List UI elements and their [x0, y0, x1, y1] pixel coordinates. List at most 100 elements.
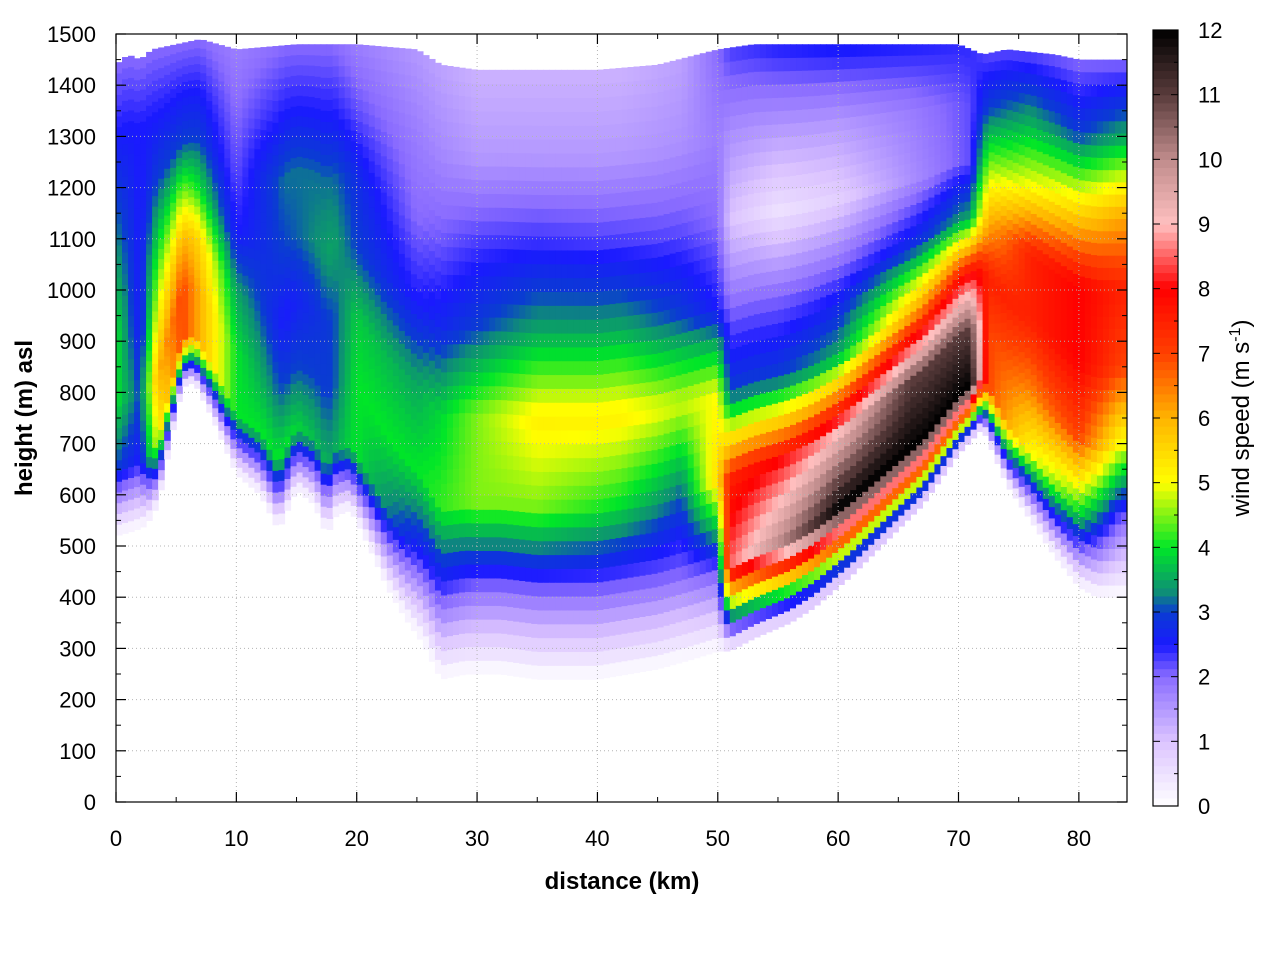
field-cell [465, 68, 472, 83]
field-cell [428, 182, 436, 197]
field-cell [591, 222, 599, 237]
field-cell [585, 208, 593, 223]
field-cell [314, 470, 322, 482]
field-cell [657, 324, 665, 340]
field-cell [434, 229, 442, 244]
field-cell [212, 138, 219, 149]
field-cell [477, 577, 484, 593]
field-cell [176, 92, 183, 102]
field-cell [567, 582, 574, 597]
field-cell [735, 73, 743, 88]
field-cell [735, 346, 743, 361]
field-cell [272, 122, 280, 134]
field-cell [501, 248, 508, 263]
field-cell [639, 410, 647, 425]
field-cell [392, 236, 400, 250]
field-cell [471, 577, 478, 593]
field-cell [164, 365, 171, 376]
field-cell [567, 568, 574, 583]
field-cell [218, 54, 225, 64]
field-cell [224, 56, 231, 66]
field-cell [633, 658, 641, 674]
field-cell [164, 215, 171, 226]
field-cell [621, 219, 629, 234]
field-cell [332, 301, 340, 314]
field-cell [627, 439, 635, 454]
field-cell [549, 222, 556, 237]
field-cell [116, 212, 123, 224]
field-cell [242, 127, 249, 138]
field-cell [194, 380, 201, 389]
field-cell [362, 438, 370, 451]
field-cell [639, 272, 647, 287]
field-cell [422, 325, 430, 340]
field-cell [783, 597, 791, 612]
field-cell [122, 176, 129, 188]
field-cell [555, 305, 562, 320]
field-cell [681, 236, 689, 251]
field-cell [711, 433, 719, 448]
field-cell [753, 205, 761, 220]
field-cell [639, 148, 647, 163]
field-cell [206, 176, 213, 186]
field-cell [266, 417, 274, 429]
field-cell [266, 364, 274, 376]
field-cell [218, 143, 225, 154]
field-cell [483, 124, 490, 140]
field-cell [453, 260, 460, 276]
field-cell [603, 359, 611, 374]
field-cell [446, 441, 454, 456]
field-cell [561, 319, 568, 334]
field-cell [729, 498, 737, 514]
field-cell [374, 270, 382, 284]
field-cell [254, 67, 262, 79]
field-cell [549, 346, 556, 362]
field-cell [699, 162, 707, 178]
field-cell [356, 55, 364, 68]
field-cell [164, 412, 171, 423]
field-cell [537, 582, 544, 597]
field-cell [182, 346, 189, 356]
field-cell [182, 362, 189, 371]
field-cell [555, 499, 562, 514]
field-cell [753, 502, 761, 517]
field-cell [404, 504, 412, 519]
field-cell [398, 394, 406, 408]
field-cell [164, 252, 171, 263]
field-cell [681, 633, 689, 649]
field-cell [555, 623, 562, 639]
field-cell [561, 97, 568, 112]
field-cell [254, 360, 262, 372]
field-cell [398, 535, 406, 550]
field-cell [513, 111, 520, 126]
field-cell [392, 526, 400, 540]
field-cell [200, 138, 207, 147]
field-cell [194, 47, 201, 57]
field-cell [218, 367, 225, 378]
field-cell [663, 309, 671, 324]
field-cell [771, 163, 779, 178]
field-cell [790, 175, 797, 189]
field-cell [579, 111, 586, 126]
field-cell [224, 342, 231, 353]
field-cell [675, 155, 683, 170]
field-cell [790, 293, 797, 307]
field-cell [501, 138, 508, 153]
field-cell [374, 294, 382, 307]
field-cell [380, 95, 388, 108]
field-cell [513, 69, 520, 85]
field-cell [573, 637, 580, 653]
field-cell [675, 470, 683, 486]
field-cell [314, 97, 322, 109]
field-cell [230, 276, 237, 288]
field-cell [422, 568, 430, 583]
field-cell [627, 466, 635, 482]
field-cell [669, 184, 677, 199]
field-cell [717, 555, 725, 570]
field-cell [146, 137, 153, 149]
field-cell [471, 399, 478, 414]
field-cell [206, 260, 213, 270]
field-cell [765, 524, 773, 539]
field-cell [633, 273, 641, 288]
field-cell [561, 429, 568, 445]
